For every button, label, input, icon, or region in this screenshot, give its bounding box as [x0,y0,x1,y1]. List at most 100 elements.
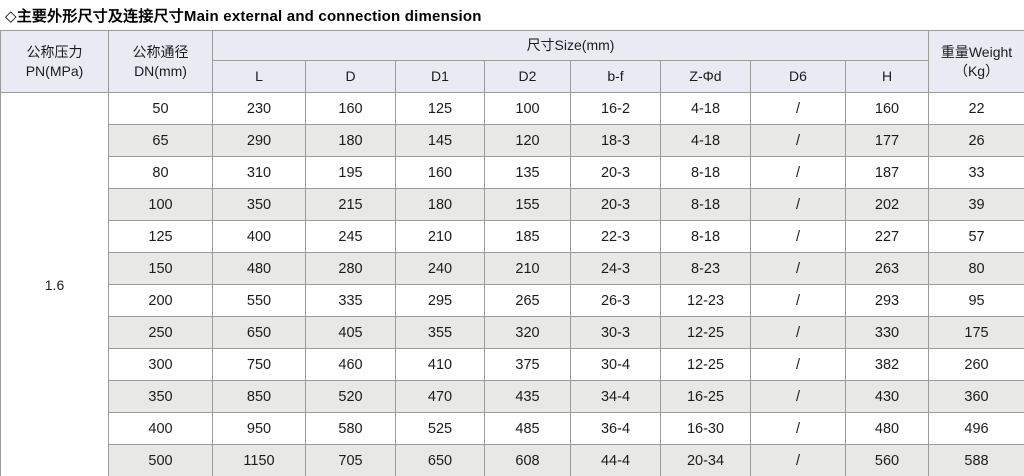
cell-d1: 525 [395,412,485,445]
cell-weight: 360 [928,380,1024,413]
cell-d6: / [750,124,846,157]
cell-d2: 210 [484,252,571,285]
cell-l: 850 [212,380,306,413]
header-size-col-h: H [844,60,930,93]
cell-weight: 57 [928,220,1024,253]
cell-weight: 22 [928,92,1024,125]
table-row: 500 1150 705 650 608 44-4 20-34/560 588 [1,444,1024,476]
cell-d6: / [750,284,846,317]
table-row: 65 290 180 145 120 18-3 4-18/177 26 [1,124,1024,157]
header-pn: 公称压力 PN(MPa) [0,30,109,93]
cell-d: 195 [305,156,396,189]
cell-h: 293 [844,284,930,317]
cell-d2: 435 [484,380,571,413]
page-title: ◇主要外形尺寸及连接尺寸Main external and connection… [5,7,482,25]
table-row: 400 950 580 525 485 36-4 16-30/480 496 [1,412,1024,445]
cell-h: 480 [844,412,930,445]
cell-d6: / [750,412,846,445]
cell-d: 160 [305,92,396,125]
cell-d: 705 [305,444,396,476]
cell-h: 202 [844,188,930,221]
cell-z-phi-d: 4-18 [660,124,751,157]
cell-weight: 175 [928,316,1024,349]
cell-weight: 80 [928,252,1024,285]
cell-z-phi-d: 20-34 [660,444,751,476]
cell-h: 382 [844,348,930,381]
cell-z-phi-d: 8-23 [660,252,751,285]
header-size-col-d6: D6 [750,60,846,93]
table-row: 1.6 50 230 160 125 100 16-2 4-18/160 22 [0,92,1024,476]
cell-d6: / [750,220,846,253]
cell-dn: 80 [108,156,213,189]
header-dn-en: DN(mm) [134,62,187,79]
cell-d6: / [750,156,846,189]
cell-z-phi-d: 12-23 [660,284,751,317]
cell-b-f: 36-4 [570,412,661,445]
cell-weight: 260 [928,348,1024,381]
cell-weight: 39 [928,188,1024,221]
cell-d: 335 [305,284,396,317]
cell-weight: 33 [928,156,1024,189]
cell-l: 350 [212,188,306,221]
cell-b-f: 20-3 [570,156,661,189]
cell-l: 650 [212,316,306,349]
cell-d2: 608 [484,444,571,476]
cell-d1: 210 [395,220,485,253]
cell-b-f: 44-4 [570,444,661,476]
cell-dn: 100 [108,188,213,221]
cell-h: 227 [844,220,930,253]
cell-dn: 65 [108,124,213,157]
cell-h: 263 [844,252,930,285]
cell-b-f: 18-3 [570,124,661,157]
cell-weight: 496 [928,412,1024,445]
cell-z-phi-d: 8-18 [660,156,751,189]
header-dn: 公称通径 DN(mm) [108,30,213,93]
cell-l: 1150 [212,444,306,476]
cell-d1: 295 [395,284,485,317]
cell-d6: / [750,252,846,285]
cell-l: 310 [212,156,306,189]
cell-b-f: 30-3 [570,316,661,349]
header-size-col-b-f: b-f [570,60,661,93]
cell-pn-value: 1.6 [0,92,109,476]
cell-d: 280 [305,252,396,285]
cell-d1: 160 [395,156,485,189]
header-size-col-d1: D1 [395,60,485,93]
cell-d6: / [750,380,846,413]
cell-d1: 125 [395,92,485,125]
cell-d2: 185 [484,220,571,253]
cell-l: 290 [212,124,306,157]
cell-d2: 155 [484,188,571,221]
table-row: 80 310 195 160 135 20-3 8-18/187 33 [1,156,1024,189]
cell-d1: 145 [395,124,485,157]
cell-d1: 355 [395,316,485,349]
cell-h: 177 [844,124,930,157]
cell-d6: / [750,92,846,125]
header-size-group: 尺寸Size(mm) [211,30,930,61]
cell-d2: 135 [484,156,571,189]
cell-d6: / [750,444,846,476]
header-size-col-d2: D2 [484,60,571,93]
cell-d6: / [750,348,846,381]
cell-l: 400 [212,220,306,253]
cell-h: 330 [844,316,930,349]
size-subheader-row: L D D1 D2 b-f Z-Φd D6 H [1,60,1024,93]
cell-dn: 150 [108,252,213,285]
table-row: 250 650 405 355 320 30-3 12-25/330 175 [1,316,1024,349]
cell-weight: 26 [928,124,1024,157]
table-row: 100 350 215 180 155 20-3 8-18/202 39 [1,188,1024,221]
cell-l: 950 [212,412,306,445]
cell-z-phi-d: 16-30 [660,412,751,445]
cell-z-phi-d: 8-18 [660,220,751,253]
header-weight: 重量Weight （Kg） [928,30,1024,93]
cell-b-f: 26-3 [570,284,661,317]
cell-weight: 588 [928,444,1024,476]
cell-d2: 100 [484,92,571,125]
table-row: 300 750 460 410 375 30-4 12-25/382 260 [1,348,1024,381]
cell-z-phi-d: 8-18 [660,188,751,221]
cell-h: 430 [844,380,930,413]
cell-b-f: 30-4 [570,348,661,381]
cell-b-f: 34-4 [570,380,661,413]
header-dn-cn: 公称通径 [132,44,189,61]
cell-d: 460 [305,348,396,381]
